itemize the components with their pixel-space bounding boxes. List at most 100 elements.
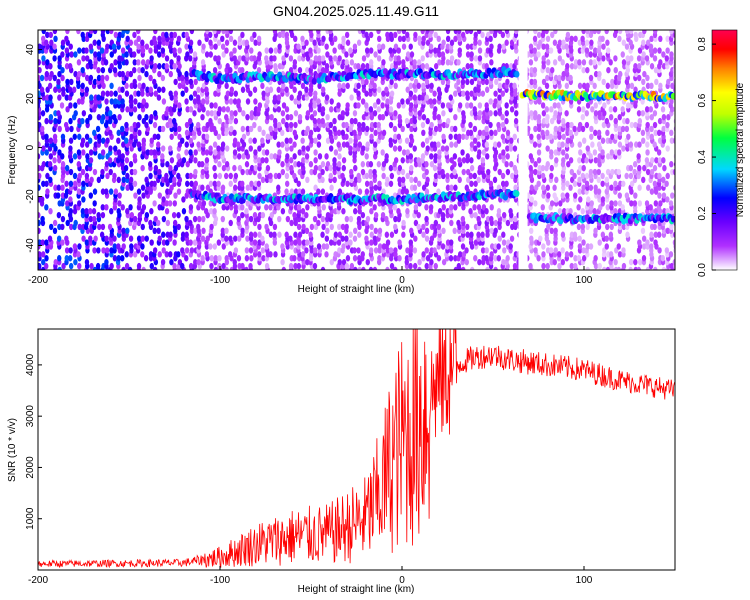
spectrogram-cell [140, 164, 145, 172]
spectrogram-cell [257, 239, 262, 246]
spectrogram-cell [424, 204, 429, 211]
spectrogram-cell [662, 164, 667, 172]
spectrogram-cell [333, 149, 339, 156]
spectrogram-cell [429, 121, 434, 129]
spectrogram-cell [413, 219, 419, 227]
spectrogram-cell [169, 59, 174, 66]
spectrogram-cell [152, 35, 157, 43]
spectrogram-cell [464, 102, 470, 109]
spectrogram-cell [480, 247, 486, 254]
spectrogram-cell [88, 74, 94, 82]
spectrogram-cell [385, 98, 390, 105]
spectrogram-cell [657, 172, 662, 180]
spectrogram-cell [40, 35, 46, 43]
spectrogram-cell [610, 133, 615, 140]
spectrogram-cell [188, 117, 193, 125]
spectrogram-cell [129, 243, 134, 250]
spectrogram-cell [514, 59, 519, 66]
spectrogram-cell [264, 157, 269, 164]
spectrogram-cell [232, 137, 238, 144]
spectrogram-cell [372, 102, 378, 109]
spectrogram-cell [240, 86, 246, 93]
spectrogram-cell [652, 55, 658, 62]
spectrogram-cell [328, 172, 333, 180]
spectrogram-cell [660, 106, 666, 113]
spectrogram-cell [212, 30, 217, 35]
spectrogram-cell [581, 164, 586, 172]
spectrogram-cell [132, 66, 137, 74]
spectrogram-cell [373, 247, 379, 254]
spectrogram-cell [605, 129, 610, 137]
spectrogram-cell [441, 133, 446, 140]
spectrogram-cell [472, 204, 477, 211]
spectrogram-cell [68, 117, 73, 125]
spectrogram-cell [44, 239, 49, 246]
spectrogram-cell [460, 243, 466, 250]
spectrogram-cell [673, 118, 675, 124]
spectrogram-cell [652, 180, 658, 187]
spectrogram-cell [44, 149, 49, 156]
spectrogram-cell [160, 258, 166, 266]
spectrogram-cell [673, 106, 675, 113]
spectrogram-cell [289, 94, 294, 101]
spectrogram-cell [152, 149, 157, 156]
spectrogram-cell [436, 141, 441, 148]
spectrogram-cell [573, 35, 578, 43]
spectrogram-cell [260, 82, 265, 90]
spectrogram-cell [116, 149, 122, 156]
spectrogram-cell [609, 184, 614, 191]
spectrogram-cell [596, 141, 602, 148]
spectrogram-cell [236, 153, 242, 160]
spectrogram-cell [504, 180, 509, 187]
spectrogram-cell [448, 94, 453, 101]
spectrogram-cell [480, 90, 486, 97]
spectrogram-cell [176, 251, 181, 258]
spectrogram-cell [573, 59, 579, 66]
spectrogram-cell [109, 208, 114, 215]
spectrogram-cell [468, 102, 474, 109]
spectrogram-cell [176, 188, 182, 195]
spectrogram-cell [605, 168, 611, 176]
spectrogram-cell [144, 211, 150, 219]
spectrogram-cell [168, 70, 173, 78]
spectrogram-cell [152, 200, 157, 207]
spectrogram-cell [361, 121, 366, 129]
spectrogram-cell [276, 86, 281, 93]
spectrogram-cell [38, 262, 42, 270]
spectrogram-cell [477, 47, 483, 54]
spectrogram-cell [268, 125, 273, 133]
spectrogram-cell [285, 180, 290, 187]
spectrogram-cell [665, 145, 670, 152]
spectrogram-cell [320, 161, 326, 168]
spectrogram-cell [273, 63, 278, 70]
spectrogram-cell [44, 117, 49, 125]
spectrogram-cell [625, 55, 630, 62]
spectrogram-cell [248, 231, 254, 238]
spectrogram-cell [420, 153, 426, 160]
spectrogram-cell [216, 30, 221, 35]
spectrogram-cell [77, 172, 82, 180]
spectrogram-cell [320, 215, 326, 223]
spectrogram-cell [654, 157, 659, 164]
spectrogram-cell [665, 35, 670, 43]
spectrogram-cell [241, 133, 247, 140]
spectrogram-cell [148, 219, 153, 227]
spectrogram-cell [365, 63, 370, 70]
spectrogram-cell [125, 30, 130, 35]
spectrogram-cell [485, 215, 491, 223]
spectrogram-cell [157, 63, 162, 70]
spectrogram-cell [280, 110, 286, 117]
spectrogram-cell [56, 211, 62, 219]
spectrogram-cell [132, 106, 138, 113]
spectrogram-cell [292, 153, 297, 160]
spectrogram-cell [64, 47, 70, 54]
spectrogram-cell [377, 227, 383, 235]
spectrogram-cell [510, 223, 515, 231]
spectrogram-cell [57, 70, 62, 78]
spectrogram-cell [353, 227, 358, 235]
spectrogram-cell [477, 149, 482, 156]
spectrogram-cell [201, 98, 206, 105]
spectrogram-cell [448, 133, 453, 140]
spectrogram-cell [473, 211, 478, 219]
spectrogram-cell [313, 247, 318, 254]
